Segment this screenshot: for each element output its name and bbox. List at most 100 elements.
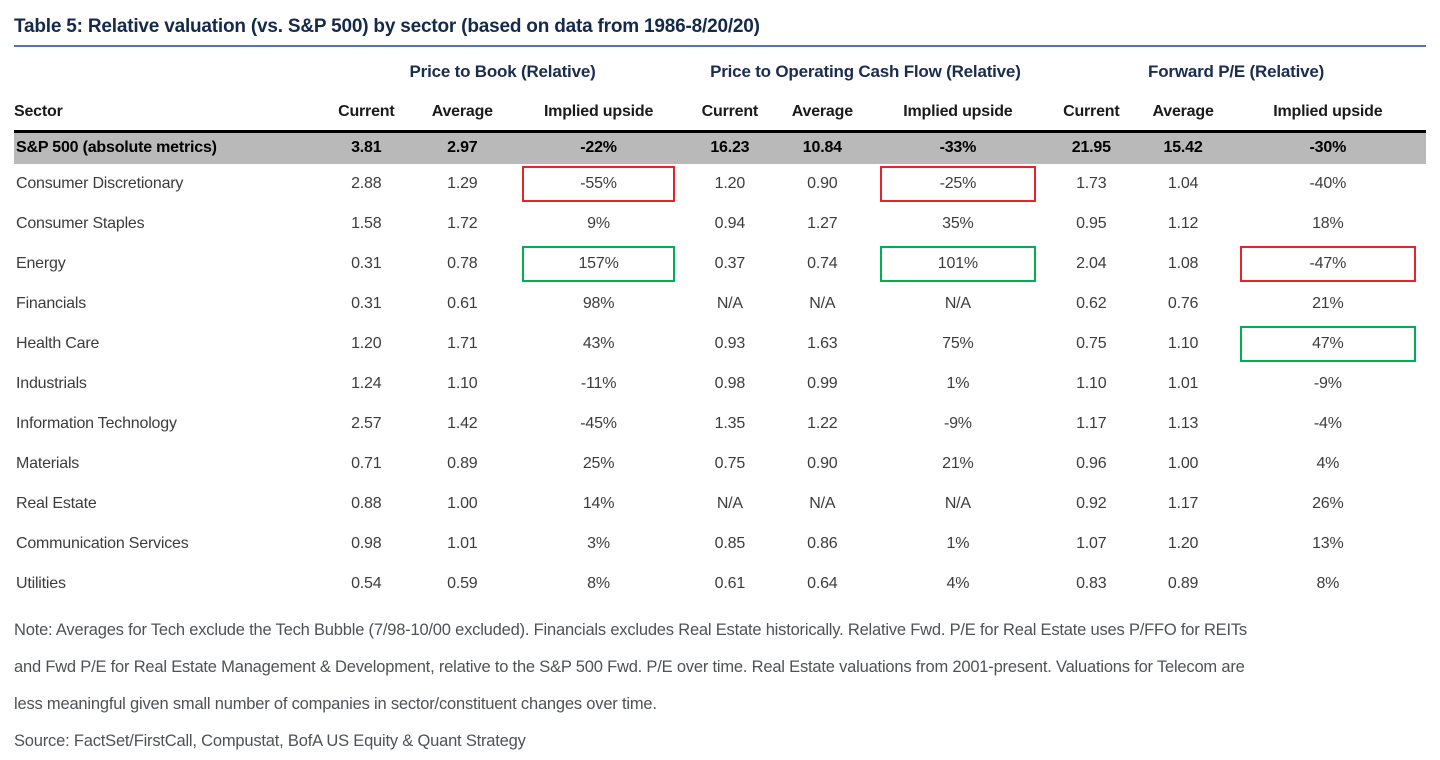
sector-name: Energy (16, 255, 66, 272)
value-cell: -4% (1230, 404, 1426, 444)
table-row: Consumer Discretionary 2.88 1.29 -55% 1.… (14, 164, 1426, 204)
value-cell: 2.57 (351, 415, 382, 432)
highlight-box: -40% (1309, 175, 1347, 192)
highlight-box: -11% (580, 375, 617, 392)
value-cell: 0.86 (807, 535, 838, 552)
value-cell: 1.10 (1076, 375, 1107, 392)
value-cell: 1.20 (351, 335, 382, 352)
value-cell: 1% (870, 524, 1046, 564)
value-cell: N/A (809, 295, 836, 312)
value-cell: 1.07 (1076, 535, 1107, 552)
value-cell: 0.75 (714, 455, 746, 472)
highlight-box: -25% (879, 166, 1037, 202)
highlight-box: 1% (946, 535, 970, 552)
sector-name: Information Technology (16, 415, 177, 432)
value-cell: 0.31 (351, 255, 382, 272)
highlight-box: -9% (943, 415, 972, 432)
value-cell: 9% (512, 204, 684, 244)
table-row: Energy 0.31 0.78 157% 0.37 0.74 101% 2.0… (14, 244, 1426, 284)
sector-name: Consumer Discretionary (16, 175, 184, 192)
value-cell: 13% (1230, 524, 1426, 564)
value-cell: 0.85 (714, 535, 746, 552)
value-cell: N/A (870, 284, 1046, 324)
value-cell: 4% (870, 564, 1046, 604)
column-header-pcf-implied-upside: Implied upside (869, 95, 1047, 133)
value-cell: 0.96 (1076, 455, 1107, 472)
value-cell: 1.24 (351, 375, 382, 392)
value-cell: 0.71 (351, 455, 382, 472)
group-header-spacer (14, 49, 320, 95)
highlight-box: N/A (944, 495, 971, 512)
value-cell: 15.42 (1136, 131, 1230, 164)
value-cell: 0.54 (351, 575, 382, 592)
value-cell: -33% (869, 131, 1047, 164)
highlight-box: 35% (942, 215, 974, 232)
value-cell: 18% (1230, 204, 1426, 244)
value-cell: 0.99 (807, 375, 838, 392)
highlight-box: -4% (1313, 415, 1342, 432)
value-cell: 0.89 (447, 455, 478, 472)
valuation-table: Price to Book (Relative) Price to Operat… (14, 49, 1426, 604)
value-cell: 101% (870, 244, 1046, 284)
value-cell: 1% (870, 364, 1046, 404)
value-cell: 1.00 (447, 495, 478, 512)
value-cell: -9% (870, 404, 1046, 444)
footnotes: Note: Averages for Tech exclude the Tech… (14, 612, 1426, 760)
value-cell: 1.04 (1167, 175, 1199, 192)
value-cell: -9% (1230, 364, 1426, 404)
value-cell: 0.88 (351, 495, 382, 512)
value-cell: 3% (512, 524, 684, 564)
table-row: Real Estate 0.88 1.00 14% N/A N/A N/A 0.… (14, 484, 1426, 524)
value-cell: 98% (512, 284, 684, 324)
note-line: and Fwd P/E for Real Estate Management &… (14, 658, 1245, 676)
highlight-box: 21% (942, 455, 974, 472)
value-cell: 1.12 (1167, 215, 1199, 232)
highlight-box: 14% (582, 495, 615, 512)
column-header-pcf-average: Average (775, 95, 870, 133)
value-cell: 26% (1230, 484, 1426, 524)
value-cell: 0.61 (447, 295, 478, 312)
column-header-row: Sector Current Average Implied upside Cu… (14, 95, 1426, 133)
value-cell: 0.83 (1076, 575, 1107, 592)
highlight-box: 98% (582, 295, 615, 312)
value-cell: 0.90 (807, 455, 838, 472)
value-cell: -55% (512, 164, 684, 204)
value-cell: -40% (1230, 164, 1426, 204)
sector-name: Health Care (16, 335, 100, 352)
table-row: Communication Services 0.98 1.01 3% 0.85… (14, 524, 1426, 564)
value-cell: N/A (870, 484, 1046, 524)
value-cell: 0.59 (447, 575, 478, 592)
value-cell: 1.73 (1076, 175, 1107, 192)
table-row: Utilities 0.54 0.59 8% 0.61 0.64 4% 0.83… (14, 564, 1426, 604)
value-cell: 1.17 (1076, 415, 1107, 432)
value-cell: 0.98 (714, 375, 746, 392)
highlight-box: 8% (1316, 575, 1340, 592)
highlight-box: 4% (1316, 455, 1340, 472)
highlight-box: 8% (587, 575, 610, 592)
column-header-pb-current: Current (320, 95, 413, 133)
highlight-box: 1% (946, 375, 970, 392)
note-line: Note: Averages for Tech exclude the Tech… (14, 621, 1247, 639)
highlight-box: 26% (1312, 495, 1344, 512)
table-row: Industrials 1.24 1.10 -11% 0.98 0.99 1% … (14, 364, 1426, 404)
highlight-box: 25% (582, 455, 615, 472)
highlight-box: -55% (522, 166, 675, 202)
value-cell: 0.76 (1167, 295, 1199, 312)
value-cell: 0.95 (1076, 215, 1107, 232)
value-cell: -30% (1229, 131, 1426, 164)
value-cell: 2.04 (1076, 255, 1107, 272)
value-cell: 0.61 (714, 575, 746, 592)
column-header-fpe-average: Average (1136, 95, 1230, 133)
value-cell: 43% (512, 324, 684, 364)
value-cell: 157% (512, 244, 684, 284)
highlight-box: 75% (942, 335, 974, 352)
value-cell: 0.89 (1167, 575, 1199, 592)
value-cell: 1.01 (1167, 375, 1199, 392)
column-header-fpe-implied-upside: Implied upside (1229, 95, 1426, 133)
highlight-box: 101% (879, 246, 1037, 282)
value-cell: 3.81 (320, 131, 413, 164)
value-cell: 1.10 (447, 375, 478, 392)
value-cell: 1.27 (807, 215, 838, 232)
value-cell: 2.88 (351, 175, 382, 192)
value-cell: 1.01 (447, 535, 478, 552)
